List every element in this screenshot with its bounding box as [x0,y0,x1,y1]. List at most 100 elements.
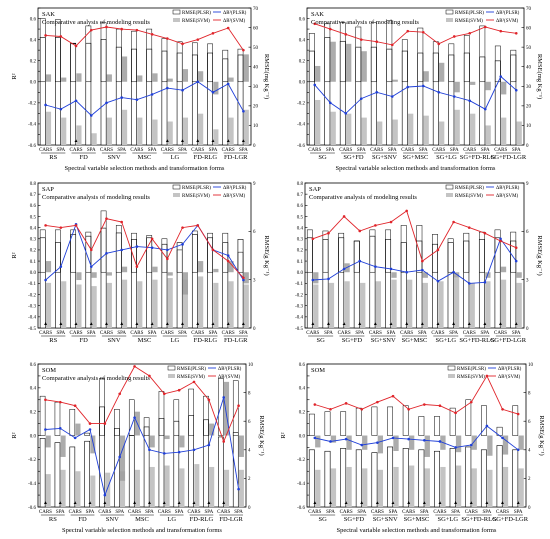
bar-r2-plsr [510,231,517,273]
marker-triangle: ▲ [210,139,215,144]
bar-r2-plsr [479,25,486,83]
bar-r2-svm [391,272,397,278]
bar-rmse-plsr [115,46,122,146]
bar-r2-plsr [447,238,454,273]
series-ar-svm-point [73,404,77,408]
series-ar-plsr-point [177,450,181,454]
x-group-label: SG+FD [342,337,363,344]
x-tick-label: SPA [148,331,157,336]
bar-rmse-plsr [496,445,503,508]
series-ar-plsr-point [514,88,518,92]
series-ar-svm-point [313,403,317,406]
series-ar-svm-point [44,398,47,402]
x-tick-label: SPA [56,331,65,336]
marker-triangle: ▲ [373,322,378,327]
x-group-label: SNV [106,516,119,523]
bar-rmse-svm [45,474,51,507]
x-tick-label: SPA [117,148,126,153]
series-ar-svm-point [501,407,504,411]
y-axis-label-left: R² [11,73,18,79]
bar-rmse-plsr [158,418,165,508]
bar-rmse-svm [485,281,491,328]
bar-rmse-svm [362,468,368,507]
marker-triangle: ▲ [180,322,185,327]
left-tick-label: 0.0 [30,434,37,439]
series-ar-plsr-point [514,259,518,263]
x-group-label: SG+FD-RLG [461,516,497,523]
bar-rmse-svm [90,475,96,507]
series-ar-svm-point [406,29,410,33]
bar-r2-plsr [402,405,409,436]
bar-r2-plsr [385,229,391,273]
x-tick-label: CARS [39,148,52,153]
marker-triangle: ▲ [375,501,380,506]
bar-rmse-svm [328,282,335,328]
x-group-label: MSC [138,337,152,344]
bar-rmse-plsr [402,448,409,508]
bar-rmse-svm [164,465,170,507]
bar-rmse-svm [105,472,111,507]
bar-r2-plsr [481,405,487,436]
bar-rmse-plsr [385,239,392,329]
marker-triangle: ▲ [73,501,78,506]
bar-rmse-svm [454,109,460,145]
series-ar-plsr-point [242,278,245,282]
left-tick-label: 0.6 [299,363,306,368]
right-tick-label: 2 [528,477,531,482]
left-tick-label: -0.6 [28,506,36,511]
bar-rmse-svm [313,284,319,328]
series-ar-plsr-point [313,436,317,440]
series-ar-svm-point [226,259,230,263]
x-group-label: SG+MSC [403,154,429,161]
x-tick-label: SPA [419,148,428,153]
x-tick-label: CARS [400,331,413,336]
bar-rmse-svm [134,469,140,507]
x-group-label: FD-RLG [194,337,218,344]
series-ar-plsr-point [436,279,440,283]
marker-triangle: ▲ [516,501,521,506]
marker-triangle: ▲ [162,501,167,506]
marker-triangle: ▲ [177,501,182,506]
bar-rmse-plsr [188,415,195,508]
x-tick-label: CARS [217,510,230,515]
series-ar-svm-point [242,276,245,280]
marker-triangle: ▲ [226,322,231,327]
bar-r2-svm [164,435,170,440]
x-group-label: MSC [138,154,152,161]
marker-triangle: ▲ [312,501,317,506]
series-ar-svm-line [314,374,519,415]
bar-rmse-plsr [237,54,244,146]
bar-rmse-svm [330,468,337,507]
left-tick-label: -0.2 [297,458,305,463]
bar-r2-plsr [100,210,107,273]
left-tick-label: 0.8 [30,182,37,187]
series-ar-svm-point [192,380,196,384]
bar-rmse-plsr [418,449,425,508]
series-ar-svm-point [421,30,425,34]
right-tick-label: 8 [528,391,531,396]
legend-ar-plsr: ΔR²(PLSR) [498,366,522,372]
bar-rmse-plsr [54,442,61,508]
series-ar-plsr-point [148,448,151,452]
x-tick-label: CARS [371,510,384,515]
left-tick-label: -0.6 [28,144,36,149]
x-tick-label: SPA [483,510,492,515]
bar-r2-svm [315,65,321,82]
series-ar-plsr-line [45,397,240,497]
x-tick-label: CARS [98,510,111,515]
bar-r2-plsr [308,413,315,436]
x-group-label: SG [318,154,327,161]
x-tick-label: SPA [357,510,366,515]
series-ar-plsr-point [181,243,184,246]
bar-rmse-svm [121,279,128,328]
bar-r2-plsr [432,234,438,273]
bar-rmse-svm [76,125,82,145]
bar-rmse-plsr [308,449,315,508]
bar-rmse-plsr [100,227,107,329]
x-tick-label: SPA [87,331,96,336]
bar-rmse-plsr [55,242,61,329]
series-ar-plsr-point [407,437,410,441]
bar-rmse-plsr [69,446,76,508]
bar-r2-plsr [386,20,393,83]
x-tick-label: SPA [209,331,218,336]
